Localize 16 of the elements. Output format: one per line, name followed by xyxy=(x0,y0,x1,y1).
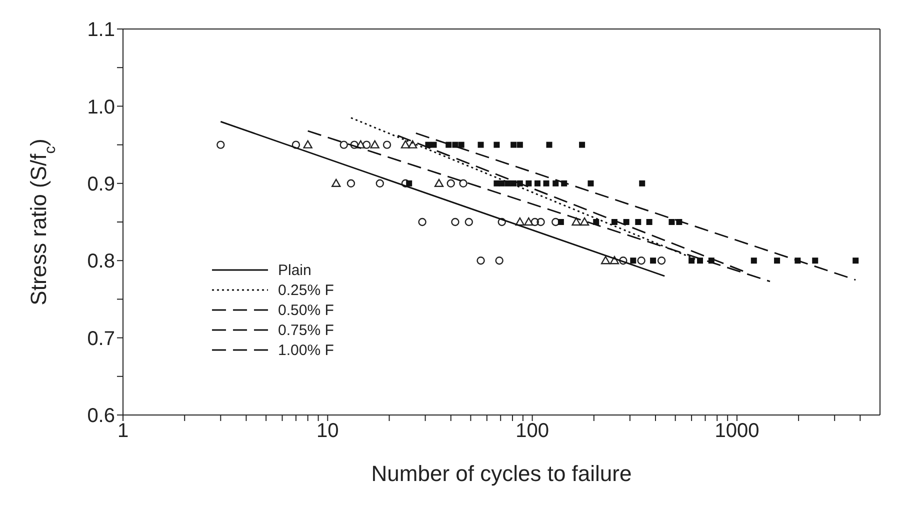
legend-label: 0.75% F xyxy=(278,322,334,338)
x-tick-label: 10 xyxy=(316,420,339,442)
y-tick-label: 1.1 xyxy=(87,19,115,42)
legend-label: Plain xyxy=(278,262,312,278)
y-tick-label: 0.6 xyxy=(87,405,115,428)
x-tick-label: 1000 xyxy=(714,420,760,442)
legend-label: 0.25% F xyxy=(278,282,334,298)
y-tick-label: 1.0 xyxy=(87,96,115,118)
y-tick-label: 0.7 xyxy=(87,328,115,350)
legend-label: 1.00% F xyxy=(278,342,334,358)
y-tick-label: 0.9 xyxy=(87,174,115,196)
x-axis-title: Number of cycles to failure xyxy=(371,461,632,486)
x-tick-label: 100 xyxy=(516,420,549,442)
y-tick-label: 0.8 xyxy=(87,250,115,273)
legend-label: 0.50% F xyxy=(278,302,334,318)
x-tick-label: 1 xyxy=(117,420,129,442)
